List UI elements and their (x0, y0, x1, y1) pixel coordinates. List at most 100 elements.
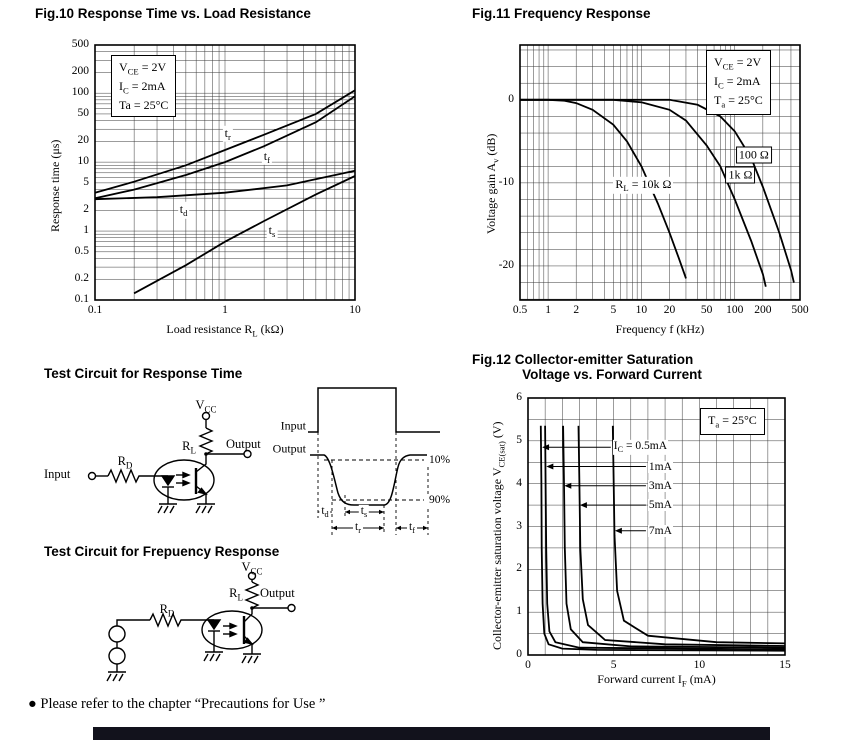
td-label: td (319, 504, 331, 520)
tf-label: tf (407, 520, 417, 536)
x-tick-label: 1 (545, 304, 551, 316)
y-tick-label: 4 (516, 476, 522, 489)
level-10pct-label: 10% (427, 454, 453, 466)
x-tick-label: 10 (693, 659, 706, 671)
y-tick-label: 0 (508, 92, 514, 105)
output-terminal (287, 603, 296, 613)
curve-ts (133, 175, 356, 295)
output-terminal (243, 449, 252, 459)
x-tick-label: 100 (726, 304, 744, 316)
fig12-yaxis-label: Collector-emitter saturation voltage VCE… (490, 421, 507, 650)
x-tick-label: 0.1 (87, 304, 103, 316)
curve-label-tr: tr (222, 125, 233, 142)
curve-label-rl-1k: 1k Ω (725, 166, 756, 184)
light-arrow-head (182, 479, 191, 487)
junction-dot (250, 606, 254, 610)
curve-ic-5 (577, 425, 786, 647)
plot-frame (519, 44, 801, 301)
condition-line: Ta = 25°C (119, 98, 169, 113)
wire (116, 619, 150, 626)
curve-ic-7 (611, 425, 786, 645)
x-tick-label: 20 (663, 304, 676, 316)
input-waveform (308, 387, 440, 433)
x-tick-label: 500 (791, 304, 809, 316)
y-tick-label: 0.2 (74, 272, 89, 285)
condition-line: VCE = 2V (119, 60, 167, 77)
ground-icon (195, 503, 215, 514)
x-tick-label: 2 (573, 304, 580, 316)
y-tick-label: -20 (498, 258, 514, 271)
fig10-yaxis-label: Response time (μs) (48, 139, 62, 232)
fig12-canvas (527, 397, 786, 656)
x-tick-label: 50 (700, 304, 713, 316)
arrow-head (345, 509, 350, 515)
fig12-chart: 0 5 10 15 0 1 2 3 4 5 6 Ta = 25°C IC = 0.5mA 1mA 3mA 5m… (468, 391, 798, 683)
arrow-head (332, 525, 337, 531)
y-tick-label: 1 (83, 224, 89, 237)
y-tick-label: 1 (516, 605, 522, 618)
circuit1-rl-label: RL (182, 439, 196, 456)
resistor-rd (107, 468, 142, 484)
y-tick-label: 5 (83, 175, 89, 188)
circuit2-output-label: Output (260, 586, 295, 600)
resistor-rl (198, 427, 214, 455)
emitter-arrow (197, 487, 208, 496)
leader-arrowhead (542, 444, 550, 451)
light-arrow-head (229, 622, 238, 630)
y-tick-label: 0.1 (74, 293, 89, 305)
ground-icon (106, 671, 126, 682)
fig11-title: Fig.11 Frequency Response (472, 6, 651, 21)
marker-line (317, 432, 429, 535)
curve-label-tf: tf (261, 148, 272, 165)
fig10-title: Fig.10 Response Time vs. Load Resistance (35, 6, 311, 21)
arrow-head (379, 509, 384, 515)
curve-callout-ic-0p5: IC = 0.5mA (612, 440, 669, 455)
curve-label-ts: ts (266, 222, 278, 240)
arrow-head (379, 525, 384, 531)
waveform-input-label: Input (280, 418, 306, 433)
conditions-box: VCE = 2V IC = 2mA Ta = 25°C (111, 55, 177, 118)
fig11-xaxis-label: Frequency f (kHz) (615, 322, 705, 336)
waveform-output-label: Output (272, 441, 306, 456)
x-tick-label: 5 (610, 659, 617, 671)
circuit2-vcc-label: VCC (241, 560, 263, 577)
footnote: ● Please refer to the chapter “Precautio… (28, 696, 325, 713)
x-tick-label: 15 (779, 659, 791, 671)
y-tick-label: 2 (516, 562, 522, 575)
ground-icon (203, 651, 223, 662)
curve-callout-ic-5: 5mA (647, 499, 673, 512)
output-waveform (310, 454, 440, 506)
leader-arrowhead (614, 527, 622, 534)
bullet-icon: ● (28, 696, 37, 712)
curve-callout-ic-1: 1mA (647, 460, 673, 473)
curve-ic-1 (544, 425, 786, 651)
leader-arrowhead (579, 502, 587, 509)
y-tick-label: 100 (71, 86, 89, 99)
fig10-xaxis-label: Load resistance RL (kΩ) (166, 322, 284, 339)
curve-rl-1k (520, 98, 767, 287)
led-symbol (160, 475, 176, 487)
led-symbol (206, 619, 222, 631)
condition-line: VCE = 2V (714, 55, 762, 72)
circuit1-output-label: Output (226, 437, 261, 451)
fig12-xaxis-label: Forward current IF (mA) (597, 672, 716, 689)
condition-line: Ta = 25°C (714, 93, 763, 110)
transistor-collector (243, 608, 253, 623)
plot-frame (94, 44, 356, 301)
input-terminal (87, 471, 97, 481)
bias-source-icon (108, 647, 126, 665)
ground-icon (241, 653, 261, 664)
emitter-arrow (243, 637, 254, 646)
y-tick-label: 2 (83, 203, 89, 216)
plot-frame (527, 397, 786, 656)
conditions-box: VCE = 2V IC = 2mA Ta = 25°C (706, 50, 771, 116)
fig12-title-line2: Voltage vs. Forward Current (522, 367, 702, 382)
curve-label-rl-100: 100 Ω (735, 146, 772, 164)
ts-label: ts (358, 504, 370, 520)
curve-tr (94, 89, 356, 194)
fig11-chart: 0.5 1 2 5 10 20 50 100 200 500 0 -10 -20 VCE = 2V IC =… (460, 40, 810, 340)
curve-tf (94, 95, 356, 200)
curve-rl-100 (520, 98, 795, 283)
y-tick-label: 5 (516, 433, 522, 446)
transistor-collector (195, 454, 207, 473)
